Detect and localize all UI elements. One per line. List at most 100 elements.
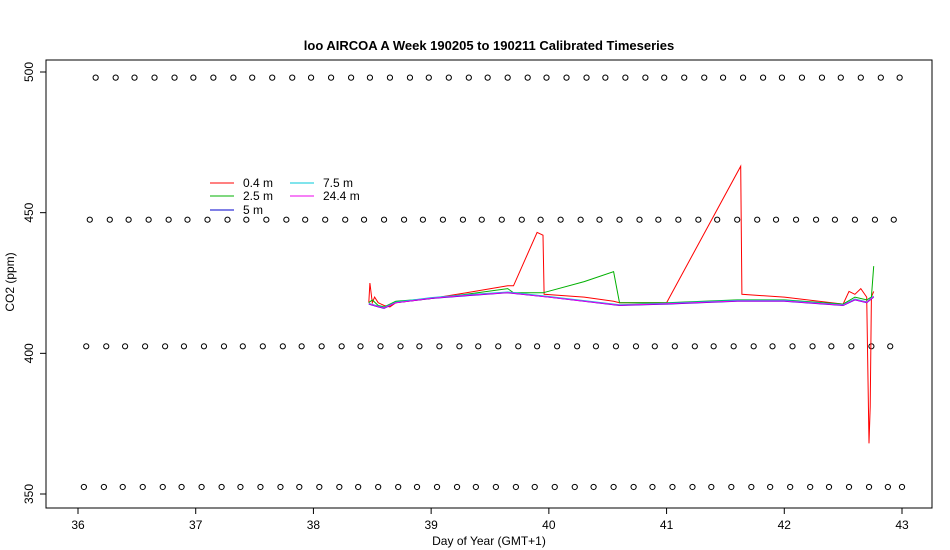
reference-point [220, 343, 228, 350]
reference-point [689, 483, 696, 491]
reference-point [259, 343, 266, 350]
x-tick-label: 42 [778, 518, 792, 532]
chart-title: loo AIRCOA A Week 190205 to 190211 Calib… [304, 38, 674, 53]
reference-point [86, 216, 93, 223]
reference-point [277, 483, 284, 491]
reference-point [583, 74, 590, 81]
reference-point [845, 483, 853, 491]
reference-point [898, 483, 906, 491]
reference-point [661, 74, 668, 81]
reference-point [380, 216, 388, 223]
reference-point [701, 74, 708, 81]
reference-point [472, 483, 479, 491]
reference-point [714, 216, 721, 223]
reference-point [825, 483, 833, 491]
reference-point [492, 483, 499, 491]
series-lines [368, 164, 875, 444]
reference-point [651, 343, 658, 350]
series-line [368, 292, 875, 309]
reference-point [316, 483, 323, 491]
reference-point [787, 483, 794, 491]
reference-point [524, 74, 531, 81]
y-axis-label: CO2 (ppm) [3, 252, 17, 311]
reference-point [828, 343, 835, 350]
reference-point [342, 216, 349, 223]
reference-points [80, 74, 906, 491]
reference-point [397, 343, 404, 350]
reference-point [884, 483, 891, 491]
reference-point [263, 216, 270, 223]
reference-point [563, 74, 570, 81]
x-tick-label: 41 [660, 518, 674, 532]
reference-point [237, 483, 244, 491]
reference-point [890, 216, 897, 223]
reference-point [681, 74, 688, 81]
reference-point [180, 343, 188, 350]
y-tick-label: 400 [22, 343, 36, 363]
reference-point [92, 74, 99, 81]
reference-point [355, 483, 362, 491]
reference-point [807, 483, 814, 491]
reference-point [151, 74, 158, 81]
y-tick-label: 500 [22, 62, 36, 82]
reference-point [612, 343, 620, 350]
reference-point [357, 343, 364, 350]
legend-label: 5 m [243, 203, 263, 217]
reference-point [636, 216, 643, 223]
reference-point [279, 343, 286, 350]
legend-label: 0.4 m [243, 176, 273, 190]
reference-point [553, 343, 561, 350]
reference-point [484, 74, 491, 81]
reference-point [184, 216, 191, 223]
reference-point [80, 483, 87, 491]
reference-point [200, 343, 208, 350]
reference-point [347, 74, 355, 81]
legend-label: 2.5 m [243, 189, 273, 203]
x-tick-label: 36 [71, 518, 85, 532]
plot-frame [45, 59, 933, 509]
reference-point [145, 216, 152, 223]
x-axis-label: Day of Year (GMT+1) [432, 534, 546, 548]
reference-point [543, 74, 550, 81]
reference-point [395, 483, 402, 491]
reference-point [610, 483, 617, 491]
series-line [368, 266, 875, 308]
reference-point [239, 343, 246, 350]
reference-point [445, 74, 452, 81]
reference-point [857, 74, 864, 81]
reference-point [318, 343, 325, 350]
reference-point [190, 74, 197, 81]
reference-point [798, 74, 806, 81]
reference-point [531, 483, 538, 491]
plot-border [45, 59, 933, 509]
reference-point [478, 216, 485, 223]
reference-point [748, 483, 755, 491]
reference-point [100, 483, 107, 491]
reference-point [433, 483, 441, 491]
reference-point [459, 216, 467, 223]
reference-point [495, 343, 502, 350]
reference-point [778, 74, 786, 81]
reference-point [456, 343, 463, 350]
reference-point [327, 74, 335, 81]
reference-point [475, 343, 482, 350]
reference-point [533, 343, 541, 350]
reference-point [386, 74, 394, 81]
reference-point [574, 343, 581, 350]
reference-point [596, 216, 603, 223]
reference-point [750, 343, 757, 350]
reference-point [269, 74, 276, 81]
reference-point [125, 216, 132, 223]
reference-point [416, 343, 423, 350]
x-tick-label: 39 [424, 518, 438, 532]
reference-point [848, 343, 855, 350]
reference-point [515, 343, 522, 350]
reference-point [671, 343, 678, 350]
reference-point [377, 343, 384, 350]
x-tick-label: 43 [895, 518, 909, 532]
reference-point [868, 343, 875, 350]
reference-point [289, 74, 296, 81]
reference-point [139, 483, 146, 491]
